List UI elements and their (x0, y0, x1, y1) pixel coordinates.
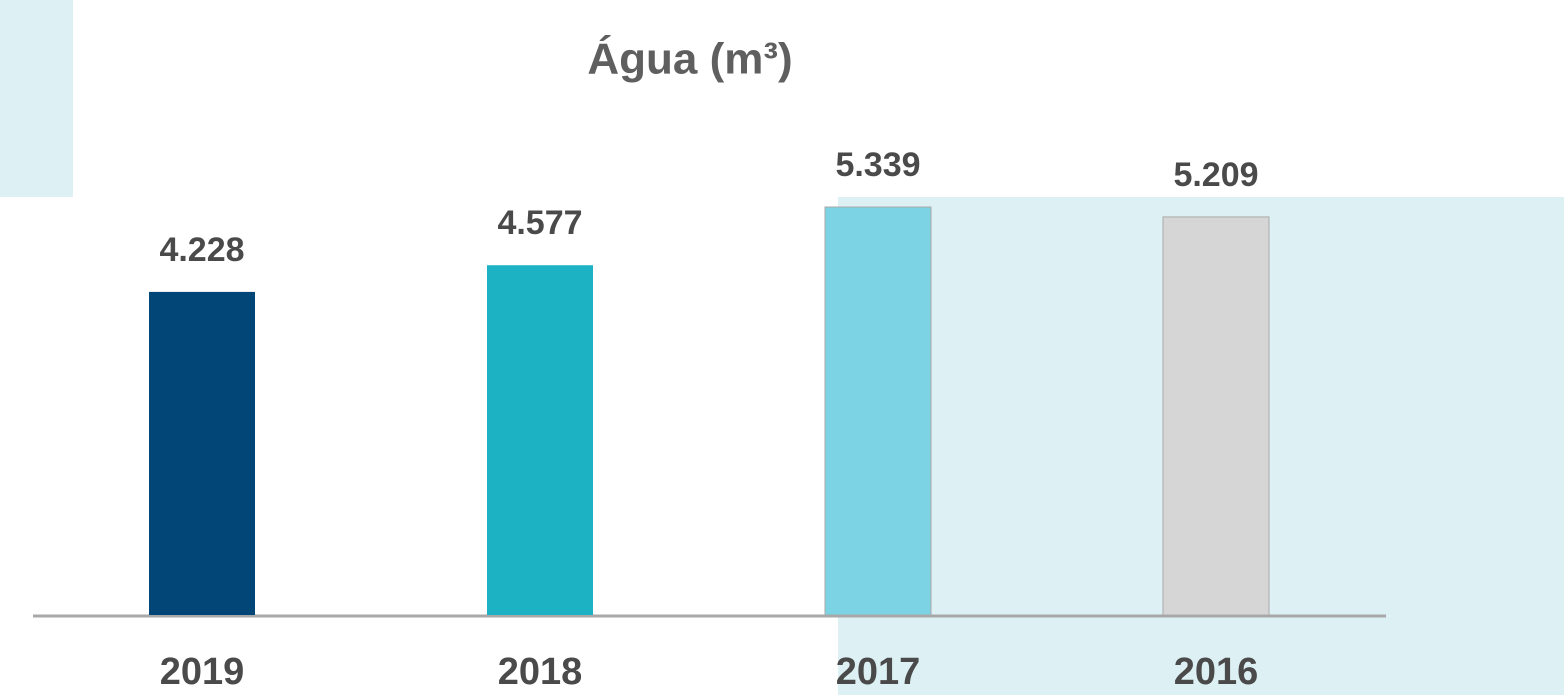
chart-title: Água (m³) (587, 34, 792, 84)
bar (1162, 216, 1270, 616)
background-panel (0, 0, 73, 197)
bar (487, 265, 593, 615)
value-label: 5.209 (1173, 156, 1258, 194)
x-tick-label: 2016 (1174, 651, 1259, 693)
bar (149, 291, 255, 615)
value-label: 4.228 (159, 231, 244, 269)
value-label: 4.577 (497, 204, 582, 242)
x-tick-label: 2018 (498, 651, 583, 693)
x-tick-label: 2019 (160, 651, 245, 693)
x-tick-label: 2017 (836, 651, 921, 693)
bar (824, 206, 932, 616)
value-label: 5.339 (835, 146, 920, 184)
